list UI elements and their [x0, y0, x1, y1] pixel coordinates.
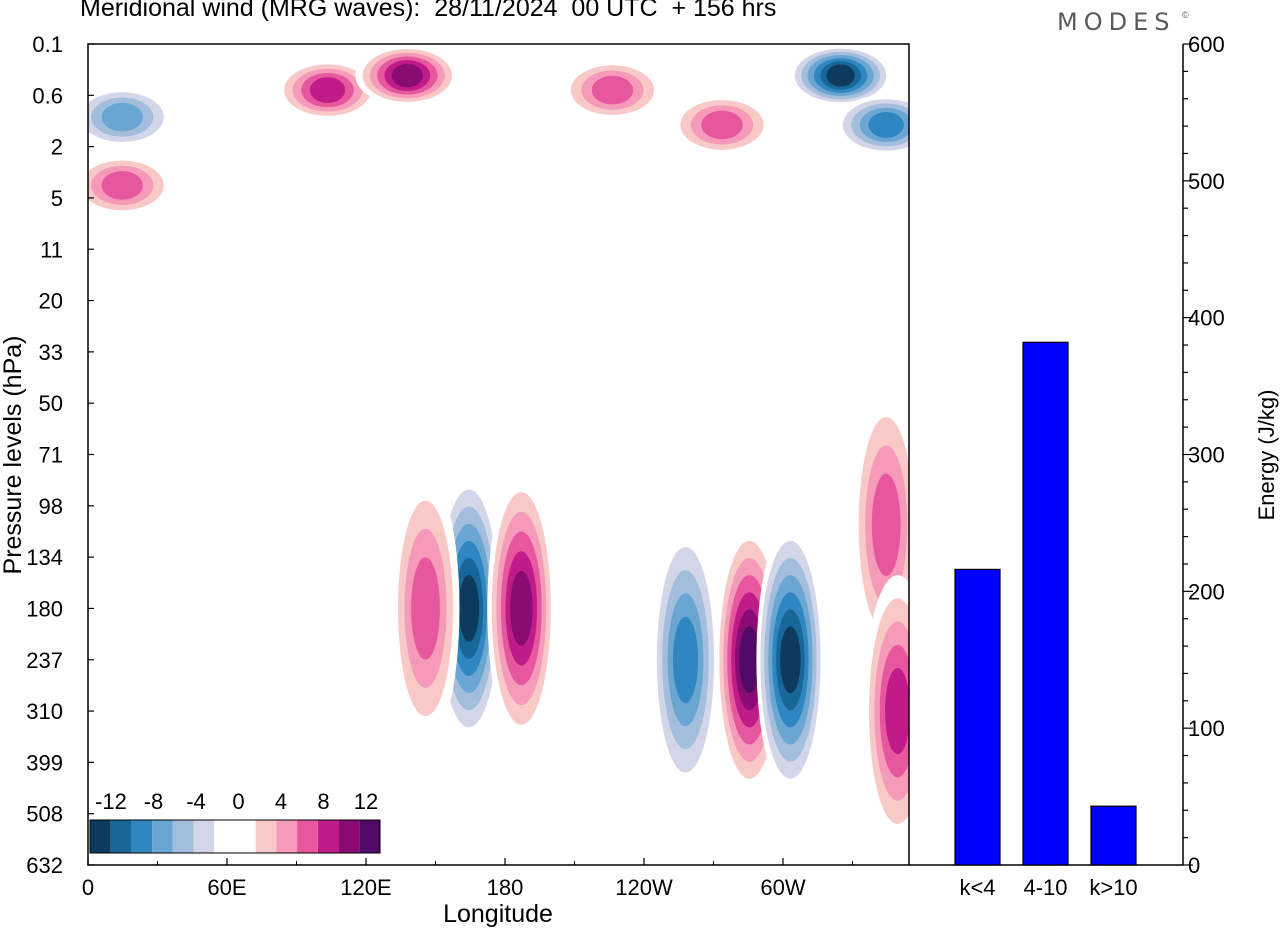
colorbar-swatch	[317, 820, 339, 853]
y-axis-label: Pressure levels (hPa)	[0, 336, 27, 575]
contour-level	[510, 570, 533, 646]
wind-anomaly-positive-10	[275, 60, 380, 121]
wind-anomaly-negative-5	[651, 523, 720, 796]
energy-axis-label: Energy (J/kg)	[1254, 390, 1279, 521]
x-tick-label: 180	[487, 875, 524, 900]
x-tick-label: 120W	[615, 875, 673, 900]
x-tick-label: 60E	[207, 875, 246, 900]
y-tick-label: 20	[39, 289, 63, 314]
colorbar-tick-label: 12	[354, 789, 378, 814]
contour-level	[672, 616, 699, 703]
energy-tick-label: 300	[1188, 443, 1225, 468]
y-tick-label: 11	[40, 237, 63, 262]
y-tick-label: 98	[39, 494, 63, 519]
y-tick-label: 0.1	[32, 32, 63, 57]
wind-anomaly-negative-8	[788, 45, 893, 106]
colorbar-tick-label: 0	[232, 789, 244, 814]
wind-anomaly-negative-12	[88, 87, 175, 148]
heatmap-axes: 0.1 0.6 2 5 11 20 33 50 71 98 134 180 237 310 399 508 63…	[26, 32, 853, 900]
colorbar-swatch	[193, 820, 215, 853]
energy-tick-label: 600	[1188, 32, 1225, 57]
energy-bar-0	[954, 568, 1001, 866]
x-tick-label: 120E	[340, 875, 391, 900]
modes-logo: MODES	[1057, 8, 1176, 36]
energy-tick-label: 0	[1188, 853, 1200, 878]
wind-anomaly-positive-11	[355, 45, 460, 106]
bar-category-label: k>10	[1089, 875, 1137, 900]
contour-level	[739, 626, 760, 694]
contour-level	[101, 171, 143, 200]
colorbar-swatch	[338, 820, 360, 853]
contour-level	[780, 626, 801, 694]
contour-level	[871, 473, 901, 576]
y-tick-label: 50	[39, 391, 63, 416]
contour-level	[391, 63, 423, 88]
colorbar-frame	[89, 819, 381, 854]
wind-anomaly-negative-4	[756, 523, 825, 796]
colorbar-swatch	[110, 820, 132, 853]
y-tick-label: 2	[51, 135, 63, 160]
colorbar-swatch	[276, 820, 298, 853]
contour-level	[591, 75, 634, 105]
contour-level	[826, 64, 855, 87]
y-tick-label: 71	[39, 443, 63, 468]
colorbar-tick-label: -8	[144, 789, 164, 814]
contour-level	[458, 575, 480, 642]
bar-category-label: k<4	[959, 875, 995, 900]
energy-tick-label: 500	[1188, 169, 1225, 194]
x-axis-label: Longitude	[443, 900, 553, 928]
heatmap-field	[88, 45, 909, 848]
energy-bar-chart: 0 100 200 300 400 500 600 k<4 4-10 k>10	[909, 32, 1225, 900]
contour-level	[701, 110, 743, 140]
energy-tick-label: 200	[1188, 579, 1225, 604]
contour-level	[309, 77, 346, 103]
colorbar-swatch	[255, 820, 277, 853]
contour-level	[101, 102, 143, 132]
wind-anomaly-positive-6	[670, 94, 774, 155]
wind-anomaly-positive-1	[487, 472, 556, 745]
colorbar-swatch	[214, 820, 236, 853]
wind-anomaly-positive-2	[391, 472, 460, 745]
contour-level	[885, 668, 909, 755]
y-tick-label: 399	[26, 750, 63, 775]
y-tick-label: 5	[51, 186, 63, 211]
wind-anomaly-negative-9	[834, 94, 909, 155]
x-tick-label: 0	[82, 875, 94, 900]
y-tick-label: 180	[26, 596, 63, 621]
colorbar-tick-label: 8	[317, 789, 329, 814]
chart-title: Meridional wind (MRG waves): 28/11/2024 …	[80, 0, 777, 22]
y-tick-label: 33	[39, 340, 63, 365]
colorbar-swatch	[172, 820, 194, 853]
wind-anomaly-positive-13	[88, 155, 175, 216]
colorbar-tick-label: 4	[275, 789, 287, 814]
colorbar-swatch	[131, 820, 153, 853]
energy-tick-label: 100	[1188, 716, 1225, 741]
y-tick-label: 632	[26, 853, 63, 878]
copyright-mark: ©	[1182, 10, 1189, 20]
colorbar-swatch	[359, 820, 381, 853]
colorbar-swatch	[297, 820, 318, 853]
energy-bar-2	[1090, 805, 1137, 866]
colorbar: -12 -8 -4 0 4 8 12	[89, 789, 381, 854]
contour-level	[411, 557, 440, 660]
y-tick-label: 508	[26, 802, 63, 827]
energy-tick-label: 400	[1188, 306, 1225, 331]
y-tick-label: 310	[26, 699, 63, 724]
energy-bar-1	[1022, 341, 1069, 866]
bar-category-label: 4-10	[1023, 875, 1067, 900]
y-tick-label: 237	[26, 648, 63, 673]
wind-anomaly-positive-15	[863, 575, 909, 848]
colorbar-swatch	[235, 820, 256, 853]
contour-level	[868, 112, 904, 138]
y-tick-label: 134	[26, 545, 63, 570]
colorbar-tick-label: -12	[95, 789, 127, 814]
x-tick-label: 60W	[760, 875, 805, 900]
y-tick-label: 0.6	[32, 83, 63, 108]
colorbar-swatch	[90, 820, 111, 853]
colorbar-tick-label: -4	[186, 789, 206, 814]
colorbar-swatch	[152, 820, 173, 853]
wind-anomaly-positive-7	[560, 60, 665, 121]
